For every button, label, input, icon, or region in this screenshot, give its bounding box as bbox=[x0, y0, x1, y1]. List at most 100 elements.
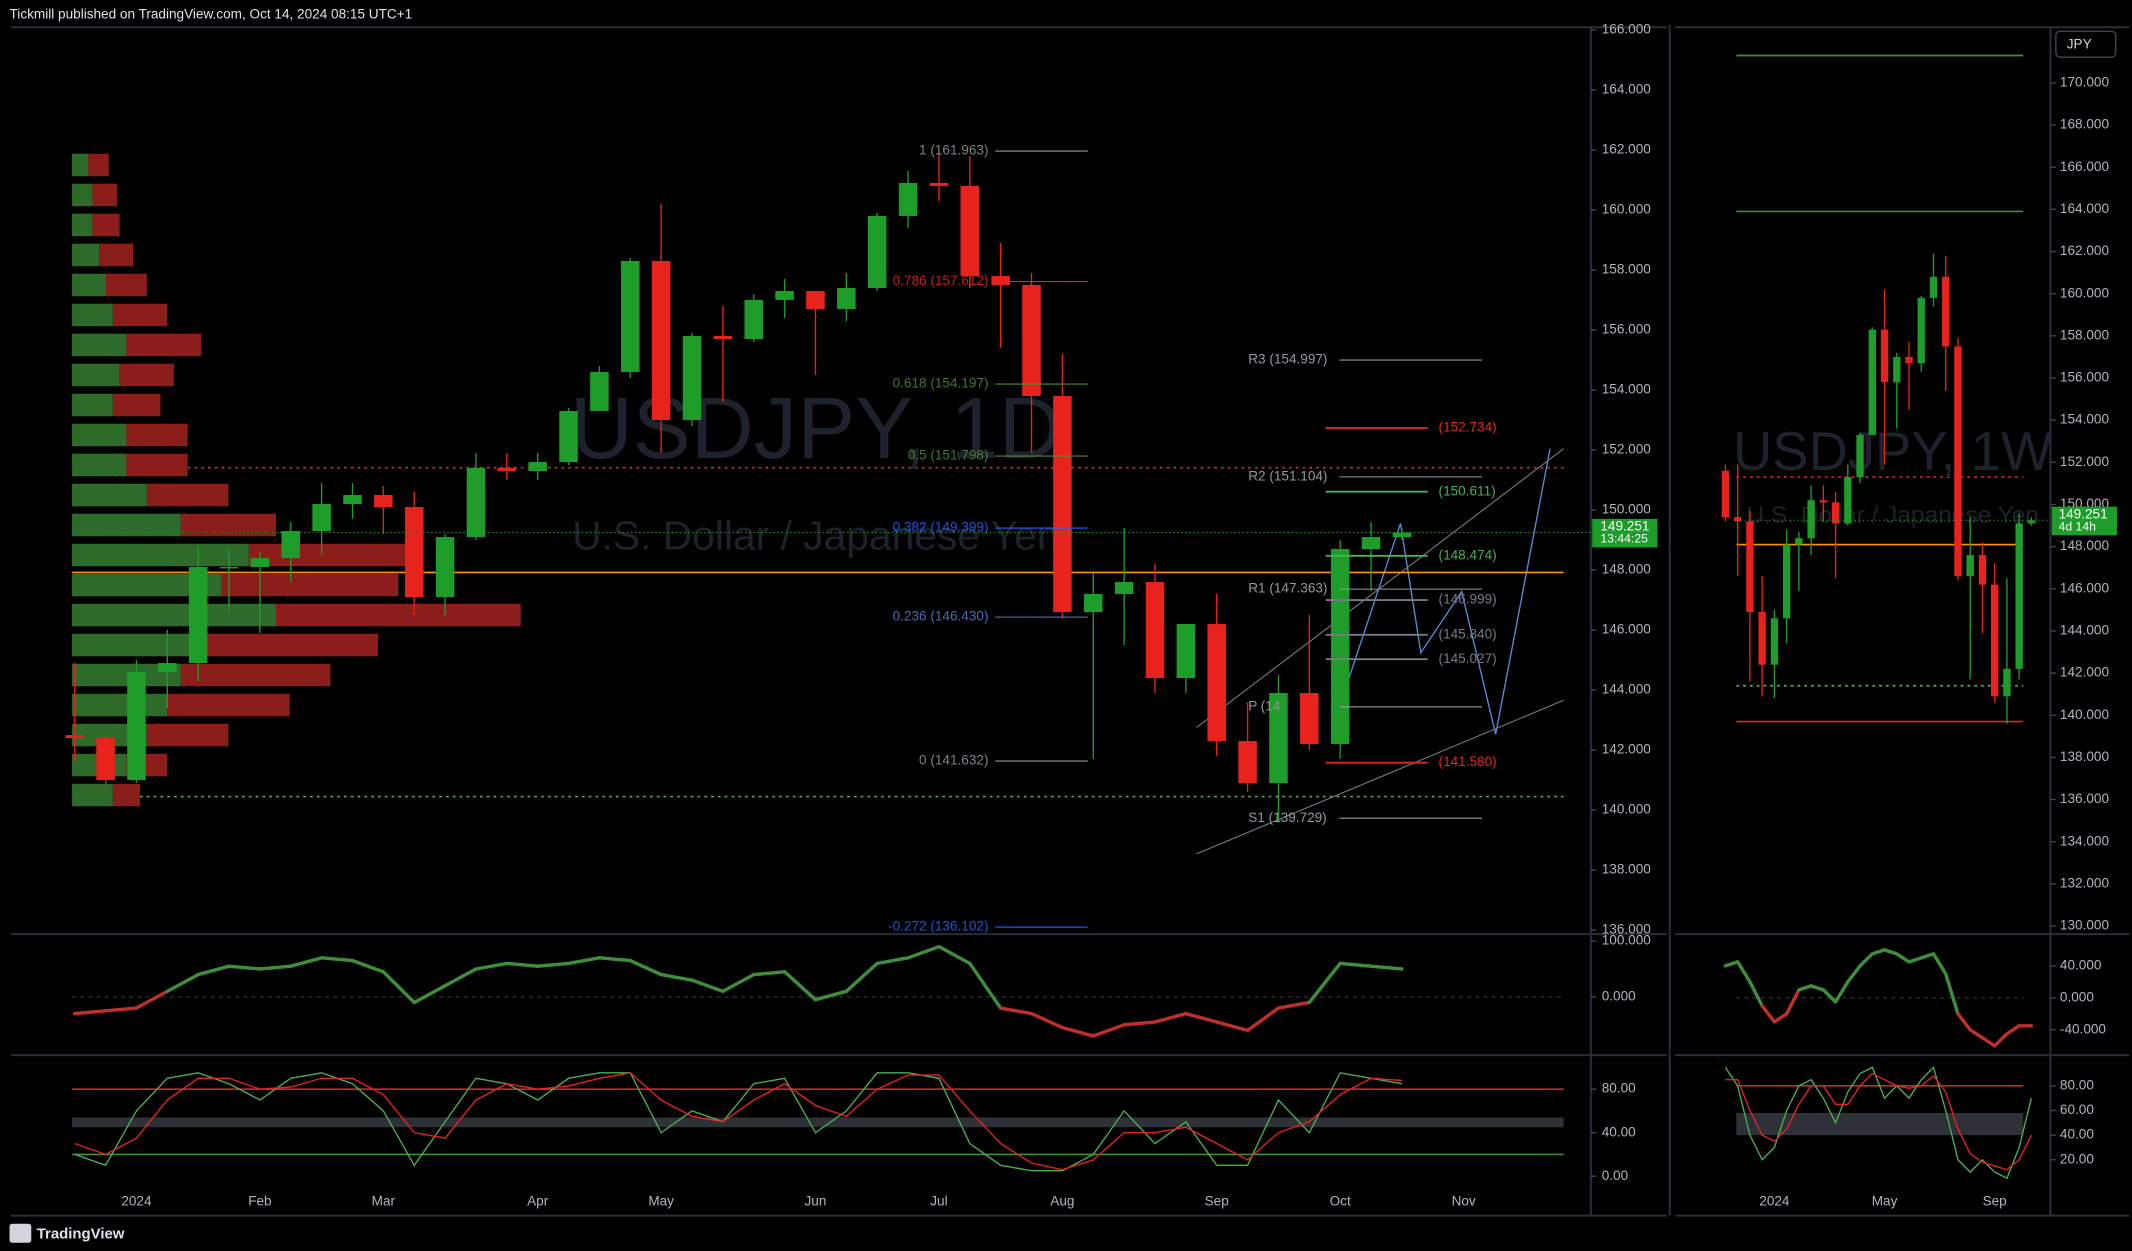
volume-up bbox=[72, 273, 107, 297]
oscillator-segment bbox=[597, 956, 632, 963]
x-tick-label: Mar bbox=[372, 1194, 396, 1209]
currency-label[interactable]: JPY bbox=[2067, 37, 2092, 52]
volume-up bbox=[72, 633, 202, 657]
y-tick-label: 150.000 bbox=[1602, 502, 1652, 517]
oscillator-segment bbox=[998, 1006, 1034, 1016]
y-tick-label: 0.000 bbox=[2060, 989, 2094, 1004]
candle-body bbox=[1856, 434, 1864, 478]
oscillator-segment bbox=[1944, 972, 1960, 1016]
volume-down bbox=[119, 363, 175, 387]
oscillator-segment bbox=[721, 972, 756, 994]
volume-down bbox=[112, 393, 161, 417]
volume-down bbox=[92, 183, 117, 207]
x-tick-label: Oct bbox=[1330, 1194, 1351, 1209]
candle-body bbox=[929, 182, 949, 186]
oscillator-segment bbox=[1919, 952, 1936, 960]
x-tick-label: May bbox=[648, 1194, 674, 1209]
oscillator-segment bbox=[1870, 948, 1887, 956]
oscillator-segment bbox=[1846, 964, 1862, 984]
y-tick-label: 168.000 bbox=[2060, 117, 2110, 132]
oscillator-segment bbox=[1029, 1011, 1065, 1030]
oscillator-segment bbox=[1821, 988, 1838, 1004]
pivot-label: R3 (154.997) bbox=[1248, 352, 1327, 367]
y-tick-label: 142.000 bbox=[2060, 665, 2110, 680]
volume-up bbox=[72, 513, 181, 537]
y-tick-label: -40.000 bbox=[2060, 1021, 2107, 1036]
oscillator-segment bbox=[1980, 1036, 1997, 1048]
oscillator-segment bbox=[1784, 988, 1801, 1016]
y-tick-label: 134.000 bbox=[2060, 833, 2110, 848]
y-tick-label: 60.00 bbox=[2060, 1102, 2094, 1117]
candle-body bbox=[1868, 329, 1876, 435]
volume-up bbox=[72, 693, 168, 717]
oscillator-segment bbox=[1748, 980, 1764, 1008]
candle-body bbox=[1746, 521, 1754, 612]
y-tick-label: 160.000 bbox=[2060, 285, 2110, 300]
volume-down bbox=[146, 723, 229, 747]
y-tick-label: 162.000 bbox=[2060, 243, 2110, 258]
oscillator-segment bbox=[566, 956, 602, 966]
footer-brand: TradingView bbox=[37, 1226, 125, 1243]
y-tick-label: 144.000 bbox=[2060, 623, 2110, 638]
volume-down bbox=[92, 213, 120, 237]
stochastic-line bbox=[1725, 1072, 2032, 1171]
volume-down bbox=[221, 573, 399, 597]
y-tick-label: 164.000 bbox=[2060, 201, 2110, 216]
volume-down bbox=[180, 663, 331, 687]
volume-down bbox=[276, 603, 521, 627]
volume-down bbox=[99, 243, 134, 267]
publisher-text: Tickmill published on TradingView.com, O… bbox=[10, 7, 413, 22]
y-tick-label: 132.000 bbox=[2060, 875, 2110, 890]
oscillator-segment bbox=[381, 970, 416, 1005]
oscillator-segment bbox=[1858, 952, 1874, 968]
y-tick-label: 148.000 bbox=[1602, 562, 1652, 577]
oscillator-segment bbox=[752, 970, 787, 977]
volume-down bbox=[126, 453, 188, 477]
y-tick-label: 154.000 bbox=[1602, 382, 1652, 397]
oscillator-segment bbox=[1338, 961, 1373, 968]
candle-body bbox=[1929, 276, 1938, 298]
oscillator-segment bbox=[968, 961, 1003, 1010]
y-tick-label: 164.000 bbox=[1602, 82, 1652, 97]
y-tick-label: 142.000 bbox=[1602, 742, 1652, 757]
candle-body bbox=[1721, 470, 1730, 518]
oscillator-segment bbox=[1931, 952, 1948, 976]
candle-body bbox=[898, 182, 918, 216]
oscillator-segment bbox=[1723, 960, 1740, 968]
candle-body bbox=[1176, 624, 1196, 679]
oscillator-segment bbox=[1895, 952, 1911, 964]
fib-label: 0.618 (154.197) bbox=[893, 376, 989, 391]
fib-label: 0.786 (157.612) bbox=[893, 273, 989, 288]
oscillator-segment bbox=[937, 944, 972, 966]
candle-body bbox=[1238, 741, 1257, 784]
oscillator-segment bbox=[1797, 984, 1813, 992]
candle-body bbox=[1819, 500, 1828, 503]
oscillator-segment bbox=[165, 972, 200, 994]
oscillator-segment bbox=[906, 944, 941, 960]
candle-body bbox=[1831, 502, 1840, 524]
target-label: (148.474) bbox=[1439, 547, 1497, 562]
y-tick-label: 130.000 bbox=[2060, 918, 2110, 933]
x-tick-label: May bbox=[1872, 1194, 1898, 1209]
y-tick-label: 148.000 bbox=[2060, 538, 2110, 553]
oscillator-segment bbox=[2005, 1024, 2021, 1036]
candle-body bbox=[343, 495, 362, 505]
candle-body bbox=[806, 290, 825, 309]
candle-body bbox=[1022, 284, 1041, 396]
candle-body bbox=[1114, 582, 1134, 595]
currency-button[interactable] bbox=[2055, 30, 2117, 58]
countdown-label: 4d 14h bbox=[2059, 519, 2096, 533]
candle-body bbox=[1145, 582, 1165, 679]
candle-body bbox=[127, 672, 146, 781]
pivot-label: R1 (147.363) bbox=[1248, 581, 1327, 596]
stochastic-line bbox=[74, 1072, 1403, 1172]
candle-body bbox=[281, 531, 301, 559]
candle-body bbox=[312, 504, 331, 532]
candle-body bbox=[158, 663, 177, 673]
candle-body bbox=[1905, 356, 1913, 364]
candle-body bbox=[497, 468, 517, 472]
oscillator-segment bbox=[1956, 1012, 1972, 1032]
candle-body bbox=[1795, 538, 1803, 545]
